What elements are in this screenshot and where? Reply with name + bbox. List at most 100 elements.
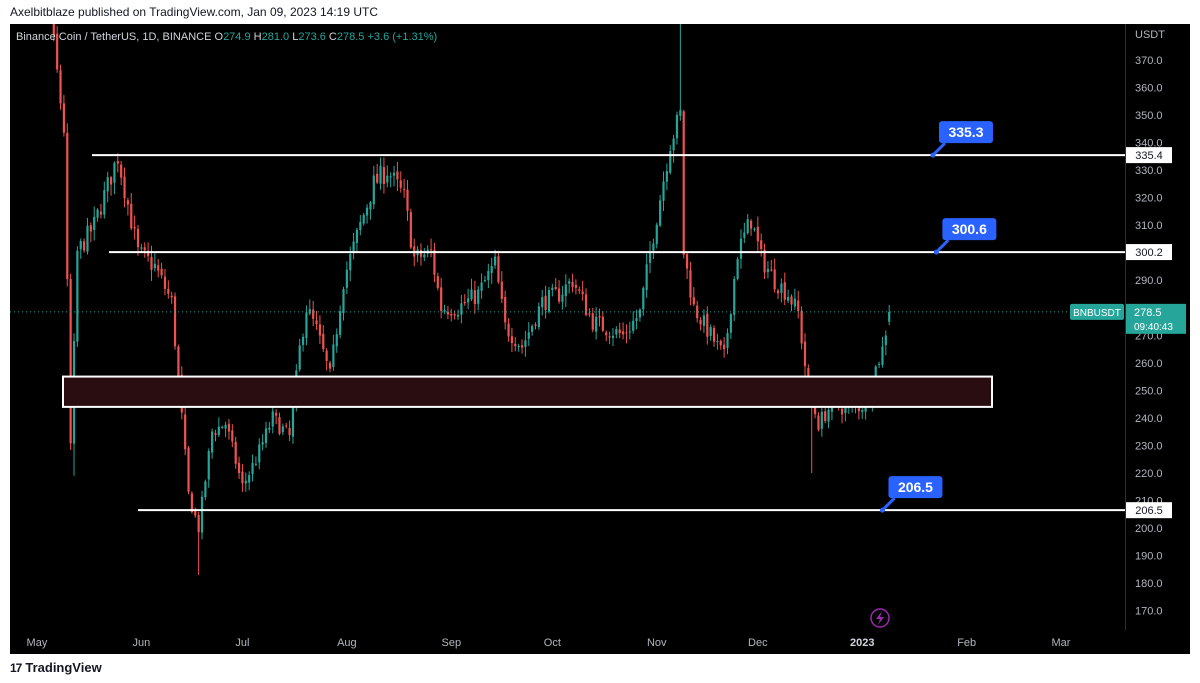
candle-body	[584, 294, 588, 315]
candle-body	[578, 289, 581, 291]
candle-body	[504, 297, 507, 323]
candle-body	[749, 220, 753, 229]
candle-body	[214, 433, 217, 435]
candle-body	[365, 207, 369, 216]
candle-body	[109, 177, 113, 185]
candle-body	[237, 462, 241, 474]
candle-body	[544, 295, 547, 311]
candle-body	[608, 336, 611, 338]
candle-body	[669, 150, 672, 173]
candle-body	[692, 297, 695, 305]
lightning-icon[interactable]	[870, 608, 890, 628]
price-callout[interactable]	[942, 218, 997, 241]
candle-body	[281, 426, 284, 433]
brand-name: TradingView	[25, 660, 102, 675]
candle-body	[618, 329, 621, 334]
candle-body	[443, 309, 446, 312]
candle-body	[480, 282, 483, 291]
candle-body	[756, 226, 759, 242]
price-chart[interactable]: USDT 370.0 360.0 350.0 340.0 330.0 320.0 310.0 3…	[10, 24, 1190, 654]
legend-part: 278.5	[337, 31, 368, 43]
candle-body	[308, 309, 311, 314]
candle-body	[665, 171, 668, 182]
candle-body	[723, 344, 726, 349]
candle-body	[460, 303, 463, 315]
candle-body	[446, 311, 450, 315]
candle-body	[642, 287, 645, 310]
candle-body	[591, 313, 594, 330]
candle-body	[429, 249, 433, 251]
candle-body	[234, 441, 237, 464]
legend-part: 281.0	[262, 31, 293, 43]
candle-body	[685, 254, 689, 269]
last-price-label	[1126, 303, 1186, 334]
candle-body	[507, 323, 510, 337]
candle-body	[143, 247, 146, 251]
candle-body	[221, 426, 224, 428]
support-zone[interactable]	[62, 375, 993, 408]
level-axis-label-text: 300.2	[1135, 247, 1163, 259]
candle-body	[743, 232, 746, 238]
candle-body	[200, 496, 204, 533]
legend-part: O	[215, 31, 224, 43]
candle-body	[635, 317, 638, 321]
candle-body	[500, 281, 503, 299]
x-tick-label: Oct	[544, 637, 561, 649]
symbol-label	[1070, 303, 1124, 320]
candle-body	[568, 281, 571, 284]
candle-body	[510, 336, 514, 344]
candle-body	[423, 254, 426, 258]
candle-body	[66, 132, 69, 280]
candle-body	[611, 335, 615, 338]
candle-body	[342, 289, 345, 314]
candle-body	[177, 346, 180, 377]
callout-anchor-dot	[933, 249, 939, 255]
candle-body	[56, 33, 59, 70]
candle-body	[520, 345, 524, 348]
candle-body	[345, 269, 348, 288]
candle-body	[86, 225, 89, 252]
candle-body	[312, 309, 315, 319]
level-axis-label	[1126, 147, 1172, 164]
candles-layer	[52, 24, 891, 575]
candle-body	[595, 316, 598, 332]
candle-body	[824, 411, 827, 421]
price-callout[interactable]	[888, 476, 943, 499]
candle-body	[844, 405, 847, 414]
lightning-icon-glyph	[876, 611, 884, 625]
candle-body	[547, 290, 551, 312]
candle-body	[99, 211, 103, 215]
candle-body	[601, 316, 604, 331]
candle-body	[817, 415, 820, 430]
candle-body	[753, 228, 756, 230]
candle-body	[736, 259, 739, 279]
candle-body	[271, 411, 274, 427]
legend-part: L	[292, 31, 298, 43]
x-tick-label: Dec	[748, 637, 768, 649]
price-callout-text: 335.3	[948, 124, 983, 140]
symbol-label-text: BNBUSDT	[1073, 308, 1121, 319]
tradingview-brand[interactable]: 17 TradingView	[10, 660, 102, 675]
y-tick-label: 250.0	[1135, 385, 1163, 397]
y-tick-label: 340.0	[1135, 137, 1163, 149]
x-tick-label: Jun	[132, 637, 150, 649]
candle-body	[278, 417, 281, 434]
x-tick-label: Sep	[441, 637, 461, 649]
candle-body	[275, 412, 278, 416]
publish-line: Axelbitblaze published on TradingView.co…	[10, 5, 379, 19]
candle-body	[888, 311, 891, 322]
candle-body	[557, 288, 561, 302]
candle-body	[403, 189, 406, 191]
candle-body	[440, 287, 443, 311]
candle-body	[628, 331, 631, 333]
y-tick-label: 350.0	[1135, 110, 1163, 122]
price-callout[interactable]	[938, 121, 993, 144]
chart-canvas[interactable]: USDT 370.0 360.0 350.0 340.0 330.0 320.0 310.0 3…	[10, 24, 1190, 654]
candle-body	[298, 345, 301, 370]
candle-body	[399, 180, 402, 188]
candle-body	[712, 328, 716, 342]
candle-body	[861, 409, 864, 412]
candle-body	[59, 70, 62, 104]
legend-part: Binance Coin / TetherUS, 1D, BINANCE	[16, 31, 215, 43]
symbol-legend: Binance Coin / TetherUS, 1D, BINANCE O 27…	[16, 31, 437, 43]
